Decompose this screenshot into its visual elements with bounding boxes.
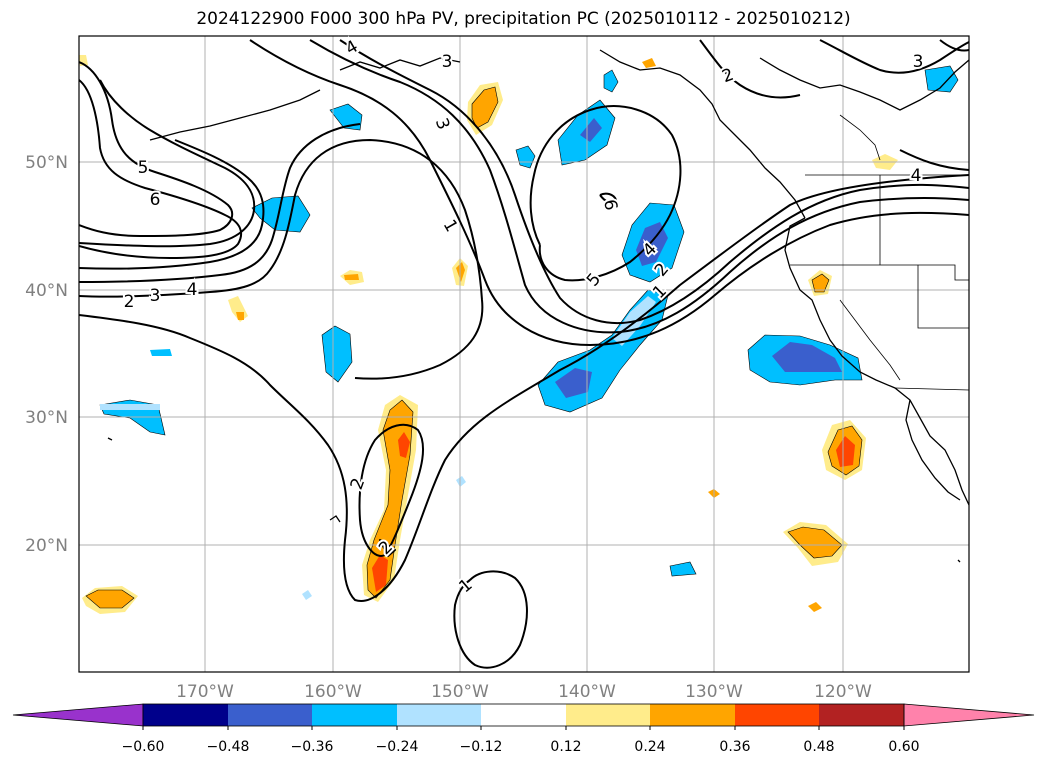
lat-label-40n: 40°N (25, 281, 68, 301)
lat-label-30n: 30°N (25, 408, 68, 428)
colorbar-extend-low (12, 703, 144, 727)
pv-contour-label: 6 (150, 190, 161, 210)
map-frame (78, 35, 970, 673)
lon-label-170w: 170°W (176, 682, 234, 702)
colorbar-tick-7: 0.24 (634, 739, 665, 755)
pv-contour-label: 3 (150, 286, 161, 306)
pv-contour-label: 2 (124, 292, 135, 312)
colorbar-tick-1: −0.60 (122, 739, 165, 755)
colorbar-bin-1 (143, 704, 228, 726)
lat-label-20n: 20°N (25, 536, 68, 556)
colorbar-bin-3 (312, 704, 397, 726)
graticule (79, 36, 969, 672)
map-title: 2024122900 F000 300 hPa PV, precipitatio… (196, 9, 851, 29)
lon-label-160w: 160°W (304, 682, 362, 702)
colorbar-bin-5 (481, 704, 566, 726)
colorbar-bin-7 (650, 704, 735, 726)
pv-contour-label: 4 (187, 280, 198, 300)
lon-label-120w: 120°W (814, 682, 872, 702)
colorbar-tick-3: −0.36 (291, 739, 334, 755)
colorbar-bin-9 (819, 704, 904, 726)
colorbar-tick-6: 0.12 (550, 739, 581, 755)
colorbar-tick-10: 0.60 (888, 739, 919, 755)
pv-contour-label: 3 (442, 52, 453, 72)
coastlines (107, 49, 969, 563)
map-panel (79, 36, 969, 672)
colorbar-tick-8: 0.36 (719, 739, 750, 755)
lon-label-140w: 140°W (558, 682, 616, 702)
lon-label-150w: 150°W (431, 682, 489, 702)
colorbar-tick-2: −0.48 (207, 739, 250, 755)
lon-label-130w: 130°W (685, 682, 743, 702)
latitude-labels: 50°N 40°N 30°N 20°N (25, 153, 68, 556)
colorbar-bin-4 (397, 704, 481, 726)
pv-contours (79, 39, 969, 669)
pv-contour-label: 5 (138, 158, 149, 178)
colorbar-bin-2 (228, 704, 312, 726)
pv-contour-label: 3 (913, 52, 924, 72)
colorbar-tick-9: 0.48 (803, 739, 834, 755)
longitude-labels: 170°W 160°W 150°W 140°W 130°W 120°W (176, 682, 872, 702)
colorbar-tick-5: −0.12 (460, 739, 503, 755)
colorbar-bin-8 (735, 704, 819, 726)
colorbar-bin-6 (566, 704, 650, 726)
colorbar-tick-4: −0.24 (376, 739, 419, 755)
pv-contour-label: 4 (911, 166, 922, 186)
colorbar: −0.60 −0.48 −0.36 −0.24 −0.12 0.12 0.24 … (12, 703, 1035, 755)
colorbar-extend-high (903, 703, 1035, 727)
lat-label-50n: 50°N (25, 153, 68, 173)
